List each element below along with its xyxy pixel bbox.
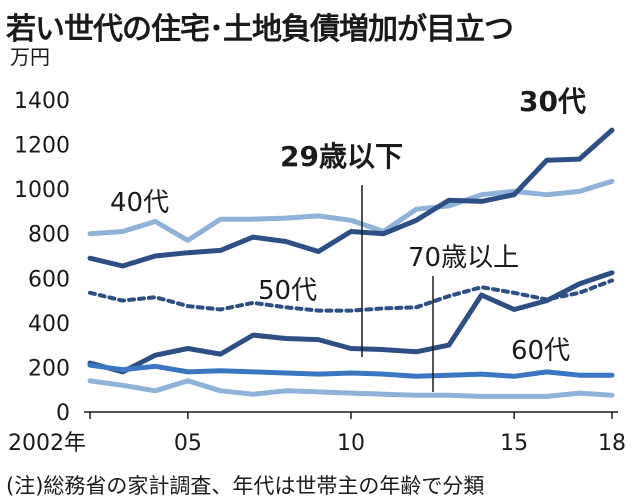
series-label-50s: 50代 xyxy=(258,276,317,306)
y-tick-label: 800 xyxy=(28,223,70,248)
y-tick-label: 600 xyxy=(28,267,70,292)
x-tick-label: 05 xyxy=(174,431,202,456)
y-tick-label: 200 xyxy=(28,356,70,381)
chart-title: 若い世代の住宅･土地負債増加が目立つ xyxy=(6,12,514,47)
y-tick-label: 0 xyxy=(56,401,70,426)
x-tick-label: 10 xyxy=(337,431,365,456)
y-tick-label: 400 xyxy=(28,312,70,337)
y-unit-label: 万円 xyxy=(10,45,50,69)
series-line-4 xyxy=(87,362,615,379)
y-tick-label: 1200 xyxy=(14,134,70,159)
series-line-2 xyxy=(88,278,614,313)
series-label-60s: 60代 xyxy=(511,336,570,366)
series-line-5 xyxy=(87,378,615,399)
series-label-29-and-under: 29歳以下 xyxy=(280,140,403,173)
series-label-40s: 40代 xyxy=(110,188,169,218)
x-tick-label: 2002年 xyxy=(8,431,86,456)
series-line-0 xyxy=(87,178,615,243)
footnote: (注)総務省の家計調査、年代は世帯主の年齢で分類 xyxy=(6,474,485,498)
series-line-1 xyxy=(87,127,615,269)
x-tick-label: 18 xyxy=(598,431,626,456)
series-label-30s: 30代 xyxy=(519,85,586,118)
y-tick-label: 1400 xyxy=(14,89,70,114)
series-label-70-and-over: 70歳以上 xyxy=(408,243,519,273)
x-tick-label: 15 xyxy=(500,431,528,456)
series-line-3 xyxy=(87,270,615,375)
y-tick-label: 1000 xyxy=(14,178,70,203)
